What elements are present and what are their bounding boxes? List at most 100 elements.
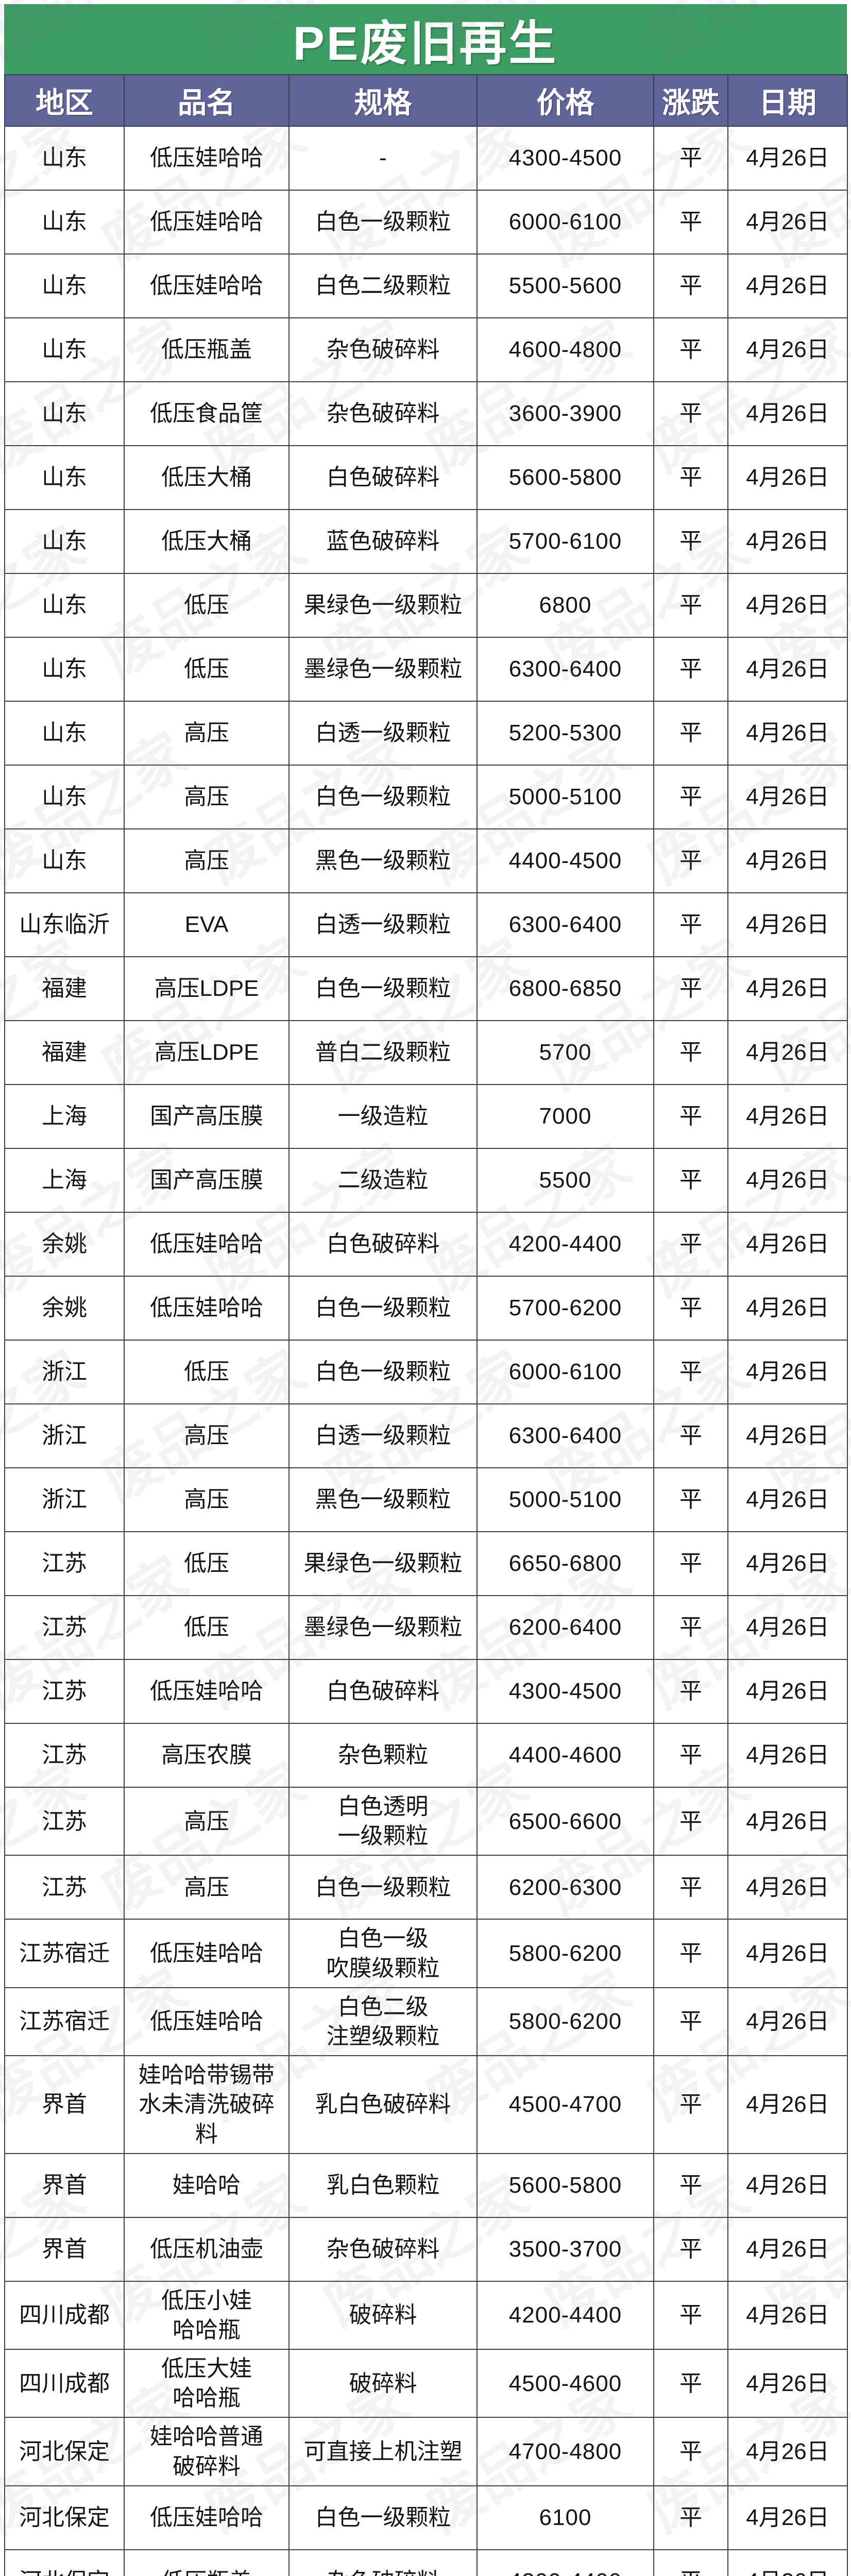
spec-cell: 乳白色颗粒 bbox=[288, 2153, 478, 2218]
spec-cell: 杂色破碎料 bbox=[288, 2549, 478, 2576]
change-cell: 平 bbox=[653, 2055, 728, 2154]
table-row: 四川成都 低压小娃 哈哈瓶 破碎料 4200-4400 平 4月26日 bbox=[4, 2280, 848, 2350]
spec-cell: 白色透明 一级颗粒 bbox=[288, 1786, 478, 1856]
table-row: 山东 高压 黑色一级颗粒 4400-4500 平 4月26日 bbox=[4, 828, 848, 893]
price-cell: 6100 bbox=[476, 2485, 654, 2550]
price-cell: 3500-3700 bbox=[476, 2216, 654, 2282]
table-row: 余姚 低压娃哈哈 白色破碎料 4200-4400 平 4月26日 bbox=[4, 1212, 848, 1277]
price-cell: 4600-4800 bbox=[476, 317, 654, 382]
table-row: 山东 低压娃哈哈 白色二级颗粒 5500-5600 平 4月26日 bbox=[4, 253, 848, 318]
price-cell: 4400-4500 bbox=[476, 828, 654, 893]
product-cell: 高压 bbox=[124, 701, 290, 766]
table-row: 界首 低压机油壶 杂色破碎料 3500-3700 平 4月26日 bbox=[4, 2216, 848, 2282]
change-cell: 平 bbox=[653, 2280, 728, 2350]
date-cell: 4月26日 bbox=[727, 765, 848, 829]
spec-cell: 杂色颗粒 bbox=[288, 1723, 478, 1788]
date-cell: 4月26日 bbox=[727, 2349, 848, 2418]
price-cell: 6500-6600 bbox=[476, 1786, 654, 1856]
spec-cell: 杂色破碎料 bbox=[288, 317, 478, 382]
date-cell: 4月26日 bbox=[727, 190, 848, 255]
product-cell: 低压娃哈哈 bbox=[124, 126, 290, 191]
price-cell: 6300-6400 bbox=[476, 637, 654, 702]
product-cell: 低压大桶 bbox=[124, 445, 290, 510]
spec-cell: 白色二级 注塑级颗粒 bbox=[288, 1987, 478, 2057]
product-cell: 低压 bbox=[124, 573, 290, 638]
spec-cell: - bbox=[288, 126, 478, 191]
date-cell: 4月26日 bbox=[727, 1084, 848, 1149]
change-cell: 平 bbox=[653, 190, 728, 255]
region-cell: 河北保定 bbox=[4, 2485, 125, 2550]
change-cell: 平 bbox=[653, 701, 728, 766]
price-cell: 5700 bbox=[476, 1020, 654, 1085]
spec-cell: 墨绿色一级颗粒 bbox=[288, 637, 478, 702]
price-cell: 4300-4400 bbox=[476, 2549, 654, 2576]
spec-cell: 白透一级颗粒 bbox=[288, 1403, 478, 1468]
table-row: 浙江 高压 黑色一级颗粒 5000-5100 平 4月26日 bbox=[4, 1467, 848, 1532]
table-row: 山东 低压 墨绿色一级颗粒 6300-6400 平 4月26日 bbox=[4, 637, 848, 702]
spec-cell: 白透一级颗粒 bbox=[288, 892, 478, 957]
column-header-region: 地区 bbox=[4, 74, 125, 127]
table-row: 山东 低压大桶 蓝色破碎料 5700-6100 平 4月26日 bbox=[4, 509, 848, 574]
table-row: 界首 娃哈哈 乳白色颗粒 5600-5800 平 4月26日 bbox=[4, 2153, 848, 2218]
region-cell: 余姚 bbox=[4, 1276, 125, 1341]
price-cell: 4400-4600 bbox=[476, 1723, 654, 1788]
spec-cell: 破碎料 bbox=[288, 2349, 478, 2418]
spec-cell: 普白二级颗粒 bbox=[288, 1020, 478, 1085]
region-cell: 界首 bbox=[4, 2153, 125, 2218]
date-cell: 4月26日 bbox=[727, 1855, 848, 1920]
spec-cell: 白透一级颗粒 bbox=[288, 701, 478, 766]
change-cell: 平 bbox=[653, 828, 728, 893]
table-row: 四川成都 低压大娃 哈哈瓶 破碎料 4500-4600 平 4月26日 bbox=[4, 2349, 848, 2418]
change-cell: 平 bbox=[653, 1212, 728, 1277]
region-cell: 江苏 bbox=[4, 1595, 125, 1660]
price-cell: 6300-6400 bbox=[476, 892, 654, 957]
table-row: 江苏 高压 白色一级颗粒 6200-6300 平 4月26日 bbox=[4, 1855, 848, 1920]
product-cell: 高压 bbox=[124, 828, 290, 893]
price-cell: 5200-5300 bbox=[476, 701, 654, 766]
table-row: 江苏 低压 墨绿色一级颗粒 6200-6400 平 4月26日 bbox=[4, 1595, 848, 1660]
price-cell: 5800-6200 bbox=[476, 1919, 654, 1988]
spec-cell: 二级造粒 bbox=[288, 1148, 478, 1213]
price-cell: 6800 bbox=[476, 573, 654, 638]
change-cell: 平 bbox=[653, 765, 728, 829]
region-cell: 江苏 bbox=[4, 1531, 125, 1596]
region-cell: 山东 bbox=[4, 509, 125, 574]
change-cell: 平 bbox=[653, 1340, 728, 1404]
price-cell: 6200-6300 bbox=[476, 1855, 654, 1920]
region-cell: 江苏 bbox=[4, 1855, 125, 1920]
region-cell: 上海 bbox=[4, 1148, 125, 1213]
price-cell: 5600-5800 bbox=[476, 445, 654, 510]
product-cell: 低压 bbox=[124, 637, 290, 702]
product-cell: 低压娃哈哈 bbox=[124, 1659, 290, 1724]
column-header-product: 品名 bbox=[124, 74, 290, 127]
table-row: 江苏宿迁 低压娃哈哈 白色二级 注塑级颗粒 5800-6200 平 4月26日 bbox=[4, 1987, 848, 2057]
table-row: 山东 低压娃哈哈 -4300-4500 平 4月26日 bbox=[4, 126, 848, 191]
price-cell: 6200-6400 bbox=[476, 1595, 654, 1660]
change-cell: 平 bbox=[653, 1531, 728, 1596]
region-cell: 福建 bbox=[4, 1020, 125, 1085]
date-cell: 4月26日 bbox=[727, 573, 848, 638]
region-cell: 浙江 bbox=[4, 1340, 125, 1404]
table-row: 福建 高压LDPE 白色一级颗粒 6800-6850 平 4月26日 bbox=[4, 956, 848, 1021]
region-cell: 江苏宿迁 bbox=[4, 1987, 125, 2057]
table-header-row: 地区 品名 规格 价格 涨跌 日期 bbox=[4, 74, 848, 127]
date-cell: 4月26日 bbox=[727, 1212, 848, 1277]
region-cell: 山东 bbox=[4, 637, 125, 702]
change-cell: 平 bbox=[653, 1659, 728, 1724]
table-row: 河北保定 低压娃哈哈 白色一级颗粒 6100 平 4月26日 bbox=[4, 2485, 848, 2550]
date-cell: 4月26日 bbox=[727, 445, 848, 510]
table-row: 山东 低压食品筐 杂色破碎料 3600-3900 平 4月26日 bbox=[4, 381, 848, 446]
price-cell: 5000-5100 bbox=[476, 765, 654, 829]
column-header-price: 价格 bbox=[476, 74, 654, 127]
region-cell: 余姚 bbox=[4, 1212, 125, 1277]
change-cell: 平 bbox=[653, 2549, 728, 2576]
region-cell: 山东 bbox=[4, 573, 125, 638]
change-cell: 平 bbox=[653, 1919, 728, 1988]
change-cell: 平 bbox=[653, 892, 728, 957]
region-cell: 山东 bbox=[4, 445, 125, 510]
spec-cell: 白色破碎料 bbox=[288, 1212, 478, 1277]
product-cell: 高压LDPE bbox=[124, 1020, 290, 1085]
product-cell: 高压 bbox=[124, 1403, 290, 1468]
change-cell: 平 bbox=[653, 2153, 728, 2218]
product-cell: 娃哈哈带锡带 水未清洗破碎 料 bbox=[124, 2055, 290, 2154]
